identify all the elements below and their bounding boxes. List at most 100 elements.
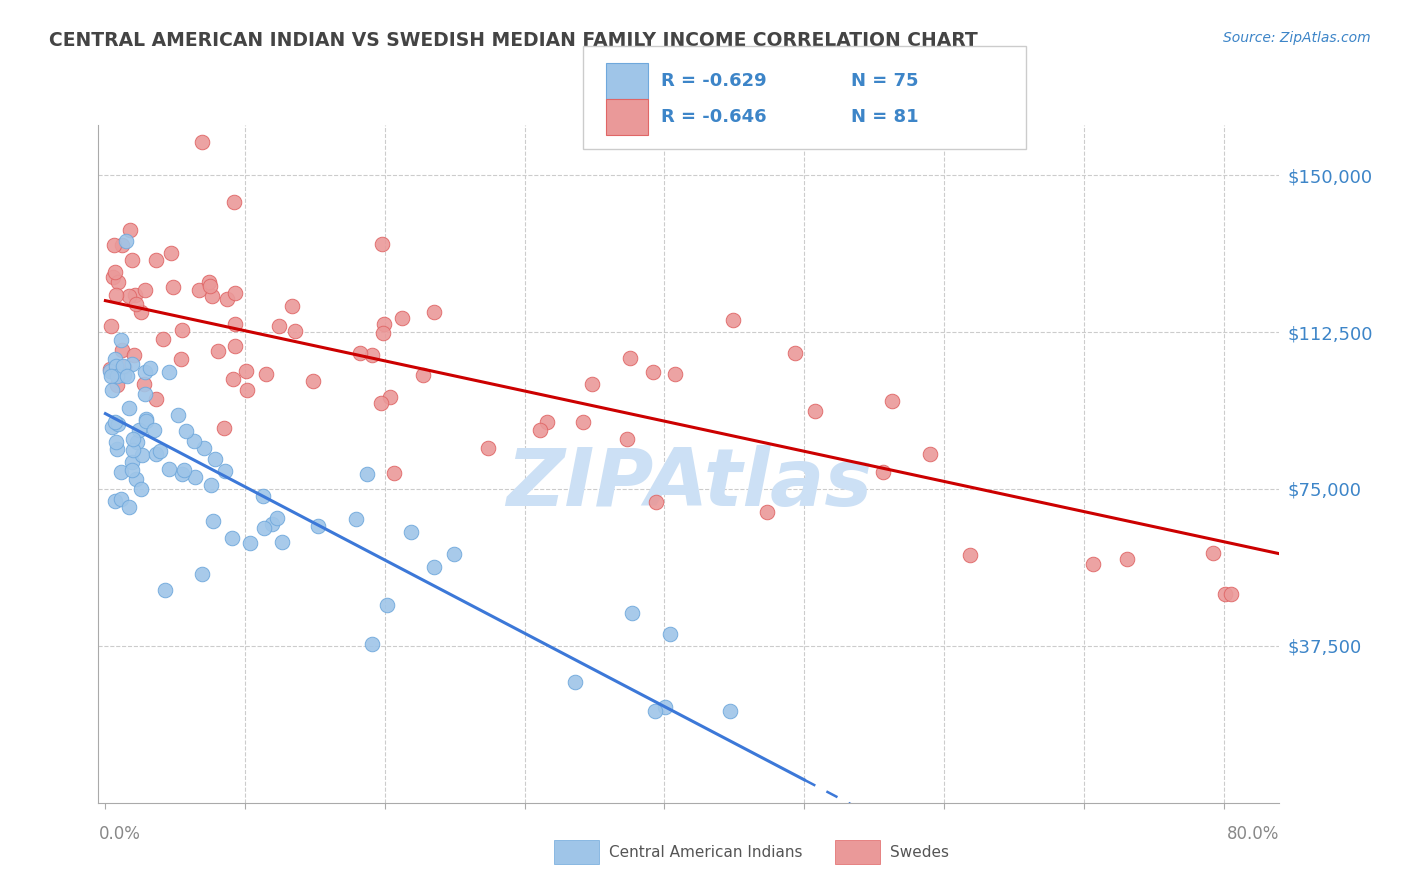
Point <box>201 514 224 528</box>
Point <box>356 467 378 482</box>
Text: ZIPAtlas: ZIPAtlas <box>506 445 872 524</box>
Point <box>349 346 371 360</box>
Point <box>121 454 143 468</box>
Point <box>105 442 128 456</box>
Point <box>654 700 676 714</box>
Point <box>135 412 157 426</box>
Point <box>260 517 283 532</box>
Y-axis label: Median Family Income: Median Family Income <box>0 371 8 557</box>
Point <box>380 391 402 405</box>
Point <box>375 598 398 612</box>
Point <box>134 365 156 379</box>
Text: 0.0%: 0.0% <box>98 825 141 843</box>
Point <box>200 477 222 491</box>
Point <box>128 423 150 437</box>
Point <box>198 278 221 293</box>
Point <box>121 252 143 267</box>
Point <box>100 364 122 378</box>
Point <box>107 417 129 431</box>
Point <box>118 500 141 515</box>
Point <box>235 364 257 378</box>
Point <box>104 494 127 508</box>
Point <box>423 560 446 574</box>
Point <box>721 313 744 327</box>
Point <box>118 401 141 415</box>
Point <box>122 348 145 362</box>
Text: R = -0.646: R = -0.646 <box>661 108 766 126</box>
Point <box>157 461 180 475</box>
Point <box>224 286 246 301</box>
Point <box>959 548 981 562</box>
Text: Central American Indians: Central American Indians <box>609 845 803 860</box>
Point <box>98 362 121 376</box>
Point <box>880 394 903 409</box>
Point <box>224 339 246 353</box>
Point <box>224 195 246 210</box>
Point <box>1116 552 1139 566</box>
Point <box>160 246 183 260</box>
Point <box>399 524 422 539</box>
Point <box>121 442 143 457</box>
Point <box>361 348 384 362</box>
Point <box>222 372 245 386</box>
Point <box>1202 546 1225 560</box>
Point <box>135 414 157 428</box>
Point <box>212 420 235 434</box>
Point <box>564 675 586 690</box>
Point <box>155 582 177 597</box>
Point <box>1081 557 1104 571</box>
Text: N = 75: N = 75 <box>851 72 918 90</box>
Point <box>412 368 434 383</box>
Point <box>193 441 215 455</box>
Point <box>139 360 162 375</box>
Point <box>221 532 243 546</box>
Point <box>110 465 132 479</box>
Point <box>572 415 595 429</box>
Point <box>145 392 167 407</box>
Point <box>104 265 127 279</box>
Point <box>143 423 166 437</box>
Point <box>207 344 229 359</box>
Point <box>266 510 288 524</box>
Point <box>121 357 143 371</box>
Point <box>145 447 167 461</box>
Point <box>373 317 395 331</box>
Point <box>107 276 129 290</box>
Point <box>121 433 143 447</box>
Point <box>173 463 195 477</box>
Point <box>174 424 197 438</box>
Point <box>127 434 149 449</box>
Point <box>134 386 156 401</box>
Point <box>145 252 167 267</box>
Point <box>105 369 128 384</box>
Point <box>664 367 686 381</box>
Point <box>149 444 172 458</box>
Text: 80.0%: 80.0% <box>1227 825 1279 843</box>
Point <box>101 269 124 284</box>
Point <box>103 238 125 252</box>
Point <box>152 332 174 346</box>
Text: Swedes: Swedes <box>890 845 949 860</box>
Point <box>371 326 394 340</box>
Point <box>267 319 290 334</box>
Point <box>121 463 143 477</box>
Point <box>1219 586 1241 600</box>
Point <box>360 637 382 651</box>
Point <box>167 408 190 422</box>
Point <box>134 283 156 297</box>
Point <box>183 434 205 448</box>
Point <box>236 383 259 397</box>
Point <box>619 351 641 365</box>
Point <box>111 343 134 358</box>
Point <box>118 289 141 303</box>
Point <box>239 536 262 550</box>
Point <box>115 368 138 383</box>
Point <box>169 351 191 366</box>
Point <box>105 287 128 301</box>
Point <box>105 378 128 392</box>
Point <box>204 452 226 467</box>
Point <box>804 404 827 418</box>
Point <box>125 472 148 486</box>
Point <box>104 415 127 429</box>
Point <box>129 305 152 319</box>
